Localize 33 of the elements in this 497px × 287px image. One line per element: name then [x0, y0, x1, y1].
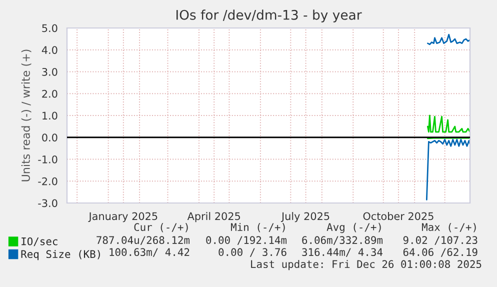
text: 0.00 /192.14m	[206, 236, 287, 245]
text: Last update: Fri Dec 26 01:00:08 2025	[251, 260, 482, 270]
y-axis-title: Units read (-) / write (+)	[21, 50, 32, 182]
text: 64.06 /62.19	[403, 248, 478, 257]
text: 9.02 /107.23	[403, 236, 478, 245]
text: 100.63m/ 4.42	[110, 248, 190, 257]
y-tick-label: -2.0	[38, 177, 58, 186]
text: Cur (-/+)	[134, 223, 188, 232]
y-tick-label: 4.0	[42, 46, 58, 54]
y-tick-label: -3.0	[38, 199, 58, 208]
line-series	[426, 114, 470, 133]
text: 0.00 / 3.76	[218, 248, 286, 257]
legend-label: Req Size (KB)	[21, 250, 100, 260]
line-series	[426, 34, 470, 46]
text: 787.04u/268.12m	[96, 236, 190, 245]
y-tick-label: 5.0	[42, 24, 58, 32]
text: Min (-/+)	[230, 222, 285, 232]
x-tick-label: January 2025	[88, 212, 158, 222]
text: Max (-/+)	[422, 223, 476, 232]
y-tick-label: 3.0	[42, 68, 58, 76]
x-tick-label: October 2025	[363, 212, 434, 220]
text: Avg (-/+)	[326, 222, 381, 234]
y-tick-label: 0.0	[42, 134, 58, 142]
y-tick-label: 1.0	[42, 112, 58, 120]
x-tick-label: April 2025	[187, 212, 240, 222]
line-series	[426, 138, 470, 200]
legend-label: IO/sec	[22, 237, 58, 246]
y-tick-label: 2.0	[42, 90, 58, 98]
y-tick-label: -1.0	[38, 155, 58, 164]
x-tick-label: July 2025	[280, 212, 330, 222]
text: 316.44m/ 4.34	[302, 248, 383, 257]
chart-title: IOs for /dev/dm-13 - by year	[176, 10, 362, 22]
text: 6.06m/332.89m	[302, 236, 383, 245]
